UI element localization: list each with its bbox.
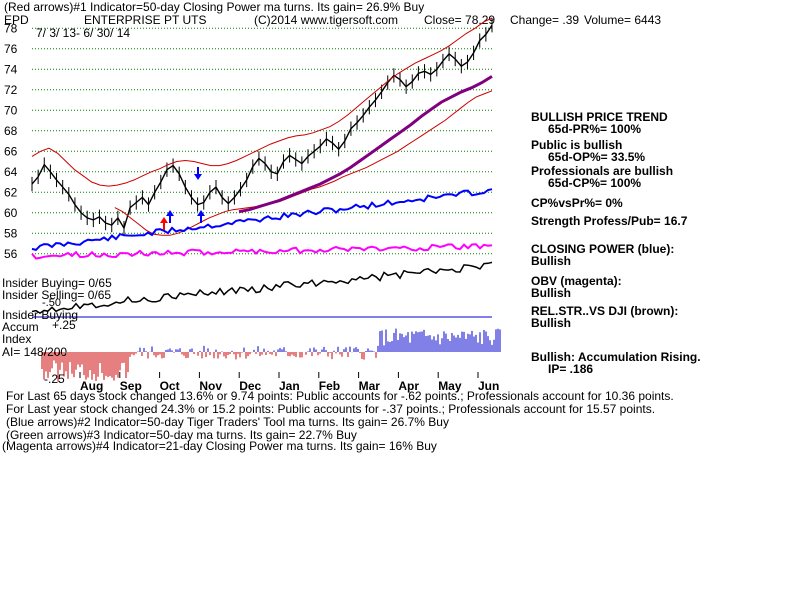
- footer-line-blue: (Blue arrows)#2 Indicator=50-day Tiger T…: [6, 415, 449, 429]
- y-tick-label: 72: [4, 83, 18, 97]
- blue-buy-arrow: [197, 210, 205, 223]
- accum-minus25-label: -.25: [44, 372, 65, 386]
- public-bullish: Public is bullish: [531, 138, 623, 152]
- strength-ratio: Strength Profess/Pub= 16.7: [531, 214, 688, 228]
- ai-label: AI= 148/200: [2, 345, 68, 359]
- x-tick-label: Jun: [478, 379, 499, 393]
- x-tick-label: May: [438, 379, 462, 393]
- y-tick-label: 56: [4, 247, 18, 261]
- close-value: Close= 78.29: [424, 13, 496, 27]
- y-tick-label: 66: [4, 144, 18, 158]
- index-label: Index: [2, 332, 32, 346]
- insider-buying-label: Insider Buying= 0/65: [2, 276, 112, 290]
- cp-value: 65d-CP%= 100%: [548, 176, 642, 190]
- x-axis-ticks: Aug Sep Oct Nov Dec Jan Feb Mar Apr May Jun: [79, 372, 499, 393]
- y-tick-label: 62: [4, 185, 18, 199]
- accum-plus25-label: +.25: [52, 318, 76, 332]
- insider-buying-label-2: Insider Buying: [2, 308, 79, 322]
- accum-minus50-label: -.50: [42, 297, 61, 309]
- obv-label: OBV (magenta):: [531, 274, 622, 288]
- y-axis-ticks: 78 76 74 72 70 68 66 64 62 60 58 56: [4, 21, 18, 261]
- x-tick-label: Jan: [279, 379, 300, 393]
- footer-line-green: (Green arrows)#3 Indicator=50-day ma tur…: [6, 428, 357, 442]
- y-tick-label: 78: [4, 21, 18, 35]
- blue-sell-arrow: [194, 167, 202, 180]
- company-name: ENTERPRISE PT UTS: [84, 13, 207, 27]
- symbol: EPD: [4, 13, 29, 27]
- bullish-trend-heading: BULLISH PRICE TREND: [531, 110, 668, 124]
- series-price: [31, 24, 493, 230]
- red-buy-arrow: [160, 217, 168, 230]
- accum-label: Accum: [2, 320, 39, 334]
- ip-value: IP= .186: [548, 362, 594, 376]
- y-tick-label: 60: [4, 206, 18, 220]
- pr-value: 65d-PR%= 100%: [548, 122, 642, 136]
- series-ma50: [238, 75, 493, 214]
- y-tick-label: 64: [4, 165, 18, 179]
- insider-selling-label: Insider Selling= 0/65: [2, 288, 112, 302]
- relstr-status: Bullish: [531, 316, 572, 330]
- accum-rising: Bullish: Accumulation Rising.: [531, 350, 701, 364]
- y-tick-label: 68: [4, 124, 18, 138]
- y-tick-label: 76: [4, 42, 18, 56]
- x-tick-label: Nov: [199, 379, 222, 393]
- closing-power-status: Bullish: [531, 254, 572, 268]
- relstr-label: REL.STR..VS DJI (brown):: [531, 304, 679, 318]
- y-tick-label: 74: [4, 62, 18, 76]
- obv-status: Bullish: [531, 286, 572, 300]
- copyright: (C)2014 www.tigersoft.com: [254, 13, 399, 27]
- change-value: Change= .39: [510, 13, 580, 27]
- footer-line-magenta: (Magenta arrows)#4 Indicator=21-day Clos…: [2, 439, 437, 453]
- indicator-1-line: (Red arrows)#1 Indicator=50-day Closing …: [4, 0, 425, 14]
- chart-lines: [31, 17, 493, 318]
- footer-line-65d: For Last 65 days stock changed 13.6% or …: [6, 389, 674, 403]
- y-tick-label: 58: [4, 226, 18, 240]
- x-tick-label: Apr: [398, 379, 419, 393]
- x-tick-label: Dec: [239, 379, 261, 393]
- y-tick-label: 70: [4, 103, 18, 117]
- op-value: 65d-OP%= 33.5%: [548, 150, 646, 164]
- x-tick-label: Oct: [160, 379, 180, 393]
- x-tick-label: Aug: [80, 379, 103, 393]
- closing-power-line: [31, 188, 493, 252]
- x-tick-label: Mar: [359, 379, 381, 393]
- cp-vs-pr: CP%vsPr%= 0%: [531, 196, 623, 210]
- obv-line: [31, 243, 493, 260]
- volume-value: Volume= 6443: [584, 13, 662, 27]
- footer-line-year: For Last year stock changed 24.3% or 15.…: [6, 402, 656, 416]
- series-upper_band: [31, 17, 493, 187]
- signal-arrows: [160, 167, 205, 230]
- accumulation-index: [41, 328, 501, 382]
- date-range: 7/ 3/ 13- 6/ 30/ 14: [36, 26, 131, 40]
- closing-power-label: CLOSING POWER (blue):: [531, 242, 675, 256]
- x-tick-label: Sep: [120, 379, 142, 393]
- relstr-line: [31, 261, 493, 314]
- blue-buy-arrow: [166, 210, 174, 223]
- x-tick-label: Feb: [319, 379, 340, 393]
- pros-bullish: Professionals are bullish: [531, 164, 674, 178]
